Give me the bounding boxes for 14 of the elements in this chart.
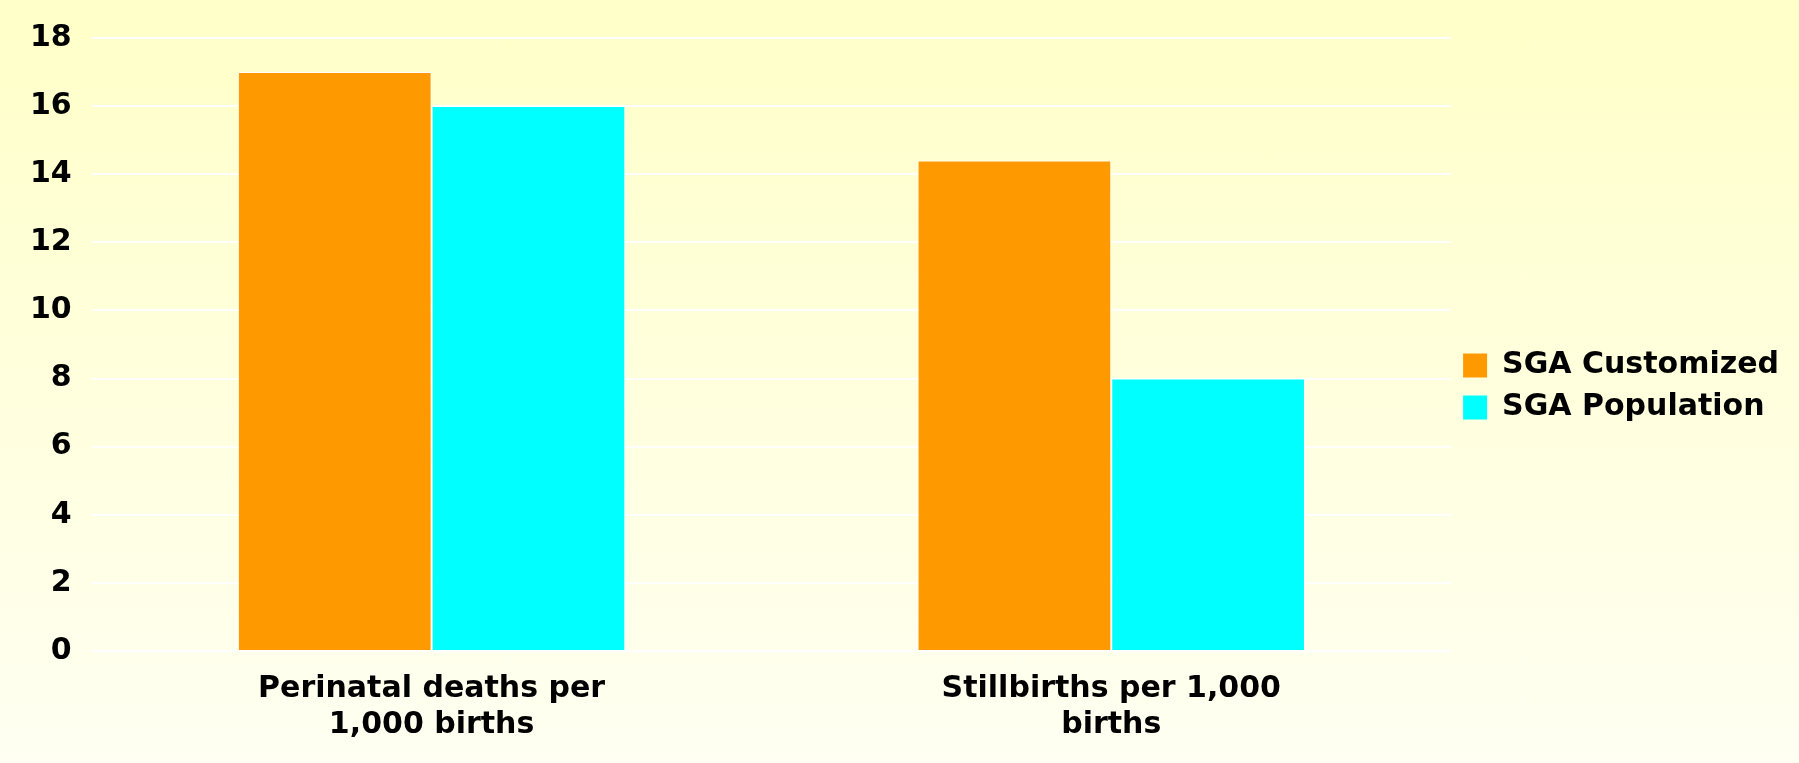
y-tick-label: 0	[50, 630, 72, 666]
y-tick-label: 6	[50, 426, 72, 462]
y-tick-label: 4	[50, 494, 72, 530]
y-tick-label: 10	[30, 290, 72, 326]
legend-label: SGA Customized	[1502, 345, 1780, 381]
y-tick-label: 14	[30, 154, 72, 190]
y-tick-label: 12	[30, 222, 72, 258]
y-tick-label: 8	[50, 358, 72, 394]
y-tick-label: 16	[30, 85, 72, 121]
y-tick-label: 2	[50, 562, 72, 598]
legend-label: SGA Population	[1502, 387, 1765, 423]
x-tick-label: Perinatal deaths per 1,000 births	[258, 668, 606, 740]
x-tick-label: Stillbirths per 1,000 births	[941, 668, 1281, 740]
y-tick-label: 18	[30, 17, 72, 53]
